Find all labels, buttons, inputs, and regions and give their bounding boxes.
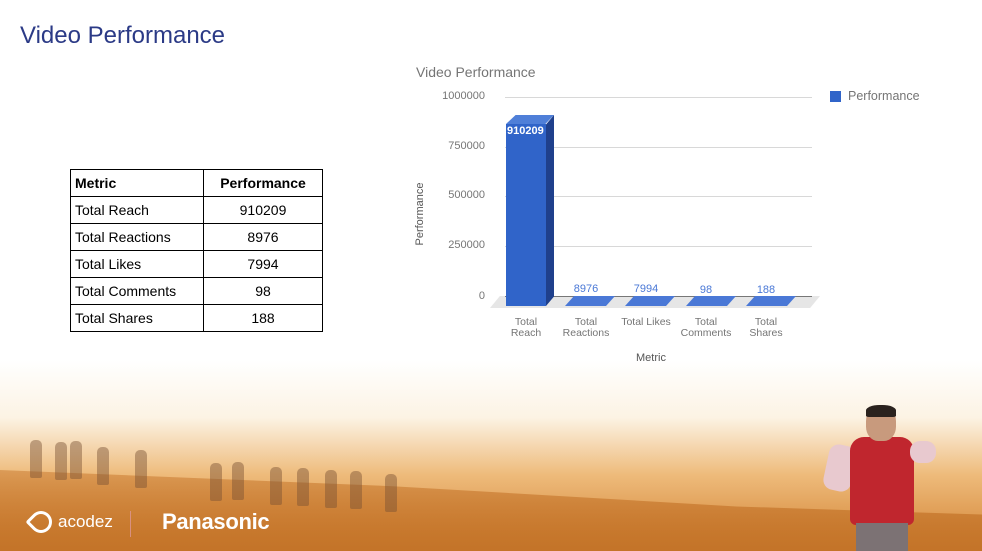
bar-value-label: 188 <box>756 284 776 296</box>
x-axis-label: Metric <box>636 352 666 364</box>
x-tick-line: Total <box>574 316 598 328</box>
soldier-silhouette <box>325 470 337 508</box>
y-tick-label: 250000 <box>448 239 485 251</box>
page-title: Video Performance <box>20 22 226 49</box>
gridline <box>505 246 812 247</box>
x-tick-line: Total <box>754 316 778 328</box>
table-row: Total Reach 910209 <box>70 196 323 224</box>
metric-cell: Total Reach <box>70 196 204 224</box>
soldier-silhouette <box>30 440 42 478</box>
x-tick-label: Total Reactions <box>551 317 621 339</box>
soldier-silhouette <box>385 474 397 512</box>
performance-cell: 98 <box>203 277 323 305</box>
table-row: Total Reactions 8976 <box>70 223 323 251</box>
x-tick-line: Comments <box>680 327 732 339</box>
metric-cell: Total Likes <box>70 250 204 278</box>
x-tick-label: Total Shares <box>731 317 801 339</box>
person-vest <box>850 437 914 525</box>
bar-value-label: 98 <box>699 284 713 296</box>
performance-cell: 188 <box>203 304 323 332</box>
bar-total-likes[interactable] <box>625 296 675 306</box>
table-row: Total Shares 188 <box>70 304 323 332</box>
bar-total-reactions[interactable] <box>565 296 615 306</box>
x-tick-line: Shares <box>749 327 783 339</box>
soldier-silhouette <box>55 442 67 480</box>
person-illustration <box>821 405 936 551</box>
bar-total-reach[interactable] <box>506 124 546 306</box>
bar-top-total-reach <box>506 115 554 124</box>
bar-value-label: 910209 <box>507 125 544 137</box>
soldier-silhouette <box>97 447 109 485</box>
y-tick-label: 0 <box>478 290 485 302</box>
table-row: Total Comments 98 <box>70 277 323 305</box>
column-header-performance: Performance <box>203 169 323 197</box>
bar-total-shares[interactable] <box>746 296 796 306</box>
column-header-metric: Metric <box>70 169 204 197</box>
table-row: Total Likes 7994 <box>70 250 323 278</box>
gridline <box>505 196 812 197</box>
metric-cell: Total Comments <box>70 277 204 305</box>
bar-side-total-reach <box>546 115 554 306</box>
gridline <box>505 97 812 98</box>
soldier-silhouette <box>232 462 244 500</box>
bar-total-comments[interactable] <box>686 296 736 306</box>
performance-cell: 910209 <box>203 196 323 224</box>
soldier-silhouette <box>270 467 282 505</box>
soldier-silhouette <box>350 471 362 509</box>
y-tick-label: 500000 <box>448 189 485 201</box>
y-tick-label: 1000000 <box>442 90 485 102</box>
metric-cell: Total Reactions <box>70 223 204 251</box>
performance-cell: 7994 <box>203 250 323 278</box>
y-tick-label: 750000 <box>448 140 485 152</box>
bar-value-label: 8976 <box>573 283 599 295</box>
gridline <box>505 147 812 148</box>
x-tick-line: Total <box>694 316 718 328</box>
metric-cell: Total Shares <box>70 304 204 332</box>
x-tick-line: Reactions <box>562 327 610 339</box>
person-legs <box>856 523 908 551</box>
y-axis-label: Performance <box>414 182 426 246</box>
x-tick-line: Reach <box>510 327 542 339</box>
performance-cell: 8976 <box>203 223 323 251</box>
chart-legend: Performance <box>830 89 920 103</box>
x-tick-label: Total Comments <box>671 317 741 339</box>
person-arm <box>910 441 936 463</box>
x-tick-line: Total <box>514 316 538 328</box>
soldier-silhouette <box>70 441 82 479</box>
acodez-logo-icon <box>25 506 57 538</box>
acodez-logo-text: acodez <box>58 512 113 531</box>
soldier-silhouette <box>210 463 222 501</box>
x-tick-line: Total Likes <box>621 316 671 328</box>
legend-label: Performance <box>848 89 920 103</box>
metrics-table: Metric Performance Total Reach 910209 To… <box>70 169 323 332</box>
x-tick-label: Total Reach <box>491 317 561 339</box>
soldier-silhouette <box>135 450 147 488</box>
person-hair <box>866 405 896 417</box>
bar-value-label: 7994 <box>633 283 659 295</box>
logo-divider <box>130 511 131 537</box>
chart-title: Video Performance <box>416 64 536 80</box>
acodez-logo: acodez <box>25 506 113 538</box>
table-header-row: Metric Performance <box>70 169 323 197</box>
panasonic-logo: Panasonic <box>162 509 270 534</box>
soldier-silhouette <box>297 468 309 506</box>
x-tick-label: Total Likes <box>611 317 681 328</box>
legend-swatch-icon <box>830 90 841 102</box>
